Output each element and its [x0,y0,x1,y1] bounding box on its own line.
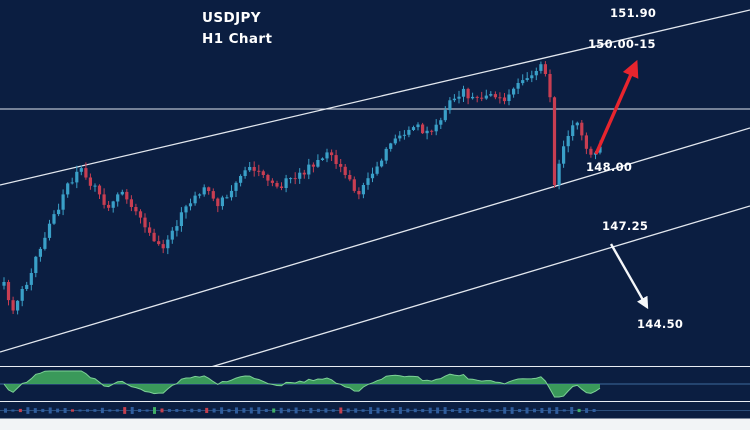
oscillator-area [4,371,600,397]
trend-channel-lines [0,9,750,366]
candlestick-series [2,61,602,315]
timeframe-label: H1 Chart [202,31,273,47]
price-label-support: 148.00 [586,160,633,174]
lower-indicator-panel [0,407,750,414]
channel-top-line [0,9,750,186]
price-label-resistance-zone: 150.00-15 [588,37,656,51]
oscillator-panel [0,370,750,398]
channel-mid-line [0,127,750,353]
symbol-label: USDJPY [202,10,261,26]
bearish-projection-arrow [609,243,649,310]
chart-title: USDJPY H1 Chart [202,8,272,50]
price-label-lower-target: 144.50 [637,317,684,331]
bullish-projection-arrow [594,59,639,155]
price-label-upper-target: 151.90 [610,6,657,20]
bottom-strip [0,418,750,430]
price-label-intermediate: 147.25 [602,219,649,233]
channel-bottom-line [212,205,750,366]
